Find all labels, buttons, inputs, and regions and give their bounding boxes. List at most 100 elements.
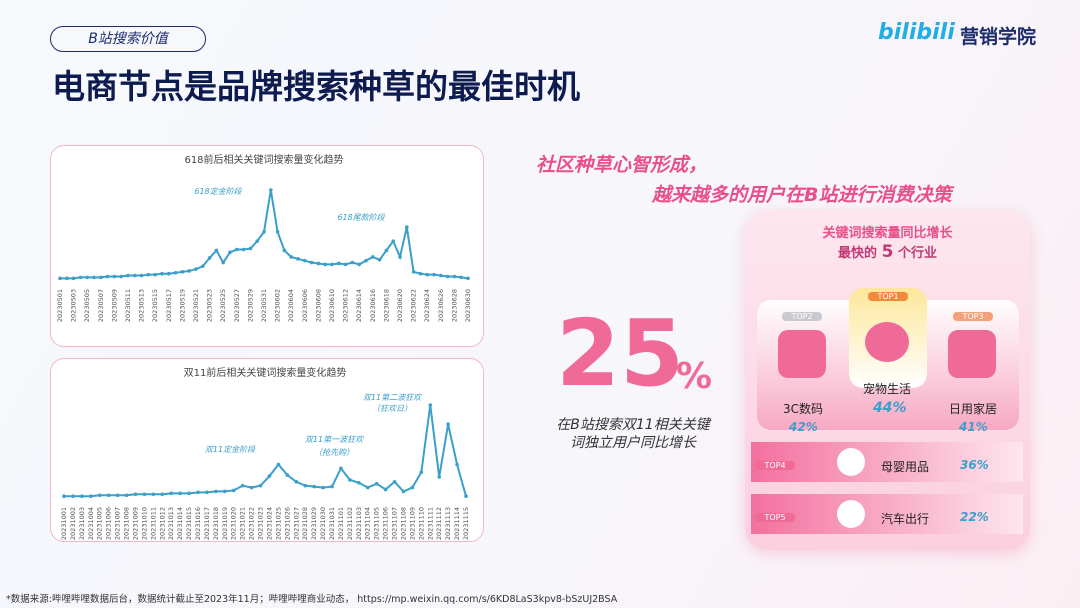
- point: [377, 257, 382, 262]
- annotation: （抢先购）: [314, 448, 354, 457]
- x-tick-label: 20231027: [292, 507, 300, 540]
- x-tick-label: 20231001: [60, 507, 68, 540]
- slogan: 社区种草心智形成，: [536, 154, 708, 176]
- point: [180, 270, 185, 274]
- item-name: 日用家居: [948, 402, 997, 416]
- x-tick-label: 20231029: [310, 507, 318, 540]
- point: [151, 492, 156, 497]
- x-tick-label: 20230527: [233, 289, 241, 322]
- point: [89, 494, 93, 499]
- point: [357, 480, 361, 485]
- x-tick-label: 20231026: [283, 507, 291, 540]
- point: [418, 271, 423, 276]
- x-tick-label: 20231020: [230, 507, 238, 540]
- x-tick-label: 20231106: [382, 507, 390, 540]
- point: [446, 422, 450, 427]
- x-tick-label: 20231022: [248, 507, 256, 540]
- point: [258, 483, 263, 488]
- rank-badge: TOP1: [868, 292, 908, 301]
- point: [133, 492, 138, 497]
- x-tick-label: 20230602: [274, 289, 282, 322]
- point: [214, 248, 219, 253]
- x-tick-label: 20231010: [140, 507, 148, 540]
- x-tick-label: 20230521: [192, 289, 200, 322]
- x-tick-label: 20231101: [337, 507, 345, 540]
- x-tick-label: 20231011: [149, 507, 157, 540]
- x-tick-label: 20230616: [369, 289, 377, 322]
- stat-desc: 词独立用户同比增长: [570, 435, 696, 451]
- x-tick-label: 20230608: [314, 289, 322, 322]
- x-tick-label: 20230507: [97, 289, 105, 322]
- point: [437, 475, 442, 479]
- point: [445, 274, 450, 279]
- rank-badge: TOP2: [782, 312, 822, 321]
- x-tick-label: 20231110: [417, 507, 425, 540]
- point: [316, 261, 321, 266]
- item-growth: 44%: [873, 400, 907, 416]
- x-tick-label: 20231006: [105, 507, 113, 540]
- point: [205, 490, 209, 495]
- point: [364, 258, 368, 263]
- point: [371, 255, 375, 259]
- ranking-panel: 关键词搜索量同比增长 最快的 5 个行业 TOP1 TOP2 TOP3 宠物生活…: [745, 210, 1030, 550]
- point: [401, 489, 406, 494]
- chart-panel: [50, 358, 484, 542]
- point: [187, 491, 191, 496]
- item-growth: 41%: [959, 420, 988, 434]
- x-tick-label: 20231109: [408, 507, 416, 540]
- point: [119, 274, 123, 279]
- point: [432, 272, 436, 277]
- point: [365, 485, 370, 490]
- annotation: 双11定金阶段: [205, 445, 256, 454]
- chart-title: 618前后相关关键词搜索量变化趋势: [184, 153, 343, 166]
- icon: [778, 330, 826, 378]
- point: [330, 262, 334, 267]
- point: [223, 489, 227, 494]
- x-tick-label: 20231028: [301, 507, 309, 540]
- point: [455, 462, 459, 467]
- rank-badge: TOP4: [755, 461, 795, 470]
- point: [221, 260, 225, 265]
- slogan: 越来越多的用户在B站进行消费决策: [652, 184, 952, 206]
- point: [428, 403, 433, 407]
- icon: [865, 322, 909, 362]
- x-tick-label: 20230529: [246, 289, 254, 322]
- point: [112, 274, 117, 279]
- x-tick-label: 20231009: [131, 507, 139, 540]
- icon: [948, 330, 996, 378]
- x-tick-label: 20230517: [165, 289, 173, 322]
- tag: B站搜索价值: [50, 26, 206, 52]
- point: [71, 494, 75, 499]
- rank-badge: TOP5: [755, 513, 795, 522]
- point: [142, 492, 147, 497]
- point: [267, 474, 272, 478]
- point: [126, 273, 130, 278]
- point: [309, 260, 314, 265]
- point: [248, 246, 253, 251]
- logo-brand: bilibili: [878, 20, 955, 45]
- point: [240, 483, 245, 488]
- x-tick-label: 20231112: [435, 507, 443, 540]
- x-tick-label: 20230614: [355, 289, 363, 322]
- item-name: 3C数码: [782, 402, 823, 416]
- point: [411, 270, 416, 274]
- point: [255, 239, 259, 243]
- point: [303, 483, 308, 488]
- x-tick-label: 20231017: [203, 507, 211, 540]
- x-tick-label: 20231002: [69, 507, 77, 540]
- point: [62, 494, 66, 499]
- ranking-subtitle: 最快的 5 个行业: [745, 242, 1030, 262]
- point: [241, 247, 246, 252]
- point: [153, 272, 157, 277]
- x-tick-label: 20231105: [373, 507, 381, 540]
- point: [391, 239, 396, 243]
- annotation: 618尾款阶段: [337, 213, 385, 222]
- point: [160, 271, 164, 276]
- x-tick-label: 20230525: [219, 289, 227, 322]
- x-tick-label: 20230509: [110, 289, 118, 322]
- item-name: 汽车出行: [880, 512, 929, 526]
- x-tick-label: 20231030: [319, 507, 327, 540]
- point: [178, 491, 182, 496]
